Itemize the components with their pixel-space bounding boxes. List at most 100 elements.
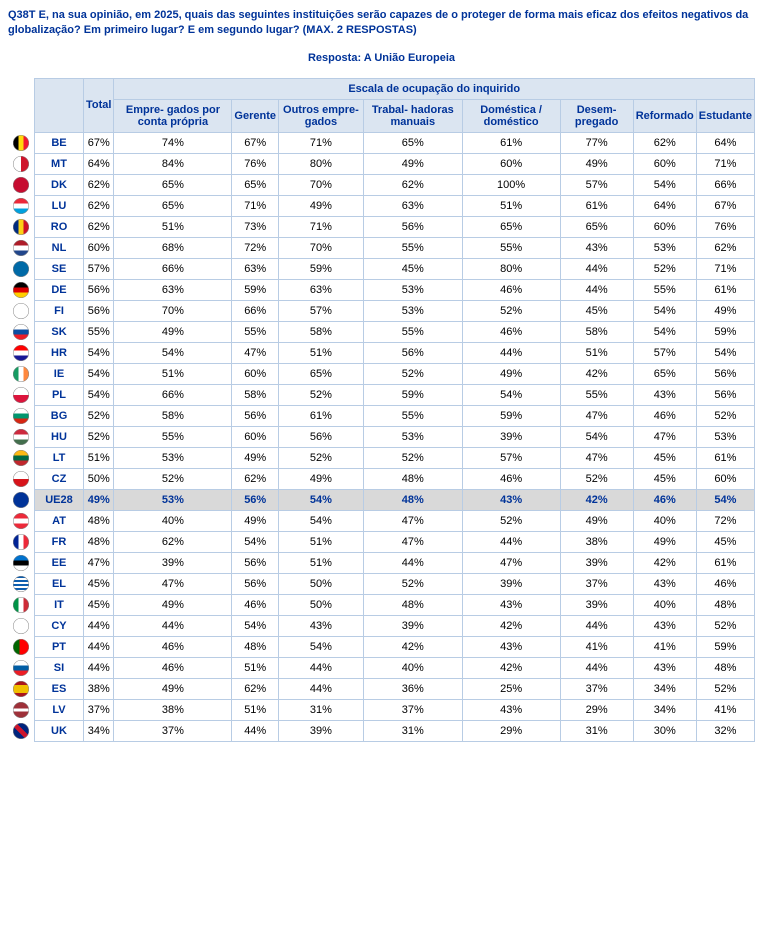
flag-cell bbox=[8, 531, 35, 552]
flag-lv-icon bbox=[13, 702, 29, 718]
value-cell: 45% bbox=[633, 447, 696, 468]
value-cell: 49% bbox=[114, 594, 232, 615]
value-cell: 48% bbox=[84, 510, 114, 531]
flag-cell bbox=[8, 678, 35, 699]
value-cell: 62% bbox=[114, 531, 232, 552]
value-cell: 34% bbox=[84, 720, 114, 741]
value-cell: 49% bbox=[84, 489, 114, 510]
flag-cell bbox=[8, 300, 35, 321]
value-cell: 51% bbox=[232, 699, 279, 720]
data-table: Total Escala de ocupação do inquirido Em… bbox=[8, 78, 755, 742]
table-row: EE47%39%56%51%44%47%39%42%61% bbox=[8, 552, 755, 573]
value-cell: 51% bbox=[114, 216, 232, 237]
table-row: PL54%66%58%52%59%54%55%43%56% bbox=[8, 384, 755, 405]
table-row: CY44%44%54%43%39%42%44%43%52% bbox=[8, 615, 755, 636]
value-cell: 40% bbox=[114, 510, 232, 531]
value-cell: 40% bbox=[633, 594, 696, 615]
value-cell: 66% bbox=[232, 300, 279, 321]
flag-at-icon bbox=[13, 513, 29, 529]
col-h3: Outros empre- gados bbox=[279, 99, 364, 132]
value-cell: 46% bbox=[232, 594, 279, 615]
value-cell: 60% bbox=[84, 237, 114, 258]
value-cell: 43% bbox=[462, 489, 560, 510]
value-cell: 46% bbox=[114, 657, 232, 678]
table-row: MT64%84%76%80%49%60%49%60%71% bbox=[8, 153, 755, 174]
value-cell: 56% bbox=[232, 405, 279, 426]
value-cell: 72% bbox=[696, 510, 754, 531]
value-cell: 65% bbox=[279, 363, 364, 384]
country-code: BE bbox=[35, 132, 84, 153]
flag-cell bbox=[8, 594, 35, 615]
corner-blank bbox=[8, 78, 35, 99]
value-cell: 37% bbox=[560, 573, 633, 594]
value-cell: 43% bbox=[633, 573, 696, 594]
value-cell: 41% bbox=[633, 636, 696, 657]
flag-cell bbox=[8, 426, 35, 447]
country-code: AT bbox=[35, 510, 84, 531]
value-cell: 51% bbox=[462, 195, 560, 216]
table-row: CZ50%52%62%49%48%46%52%45%60% bbox=[8, 468, 755, 489]
value-cell: 52% bbox=[363, 573, 462, 594]
value-cell: 54% bbox=[84, 363, 114, 384]
value-cell: 57% bbox=[560, 174, 633, 195]
value-cell: 65% bbox=[232, 174, 279, 195]
value-cell: 55% bbox=[114, 426, 232, 447]
value-cell: 47% bbox=[84, 552, 114, 573]
value-cell: 55% bbox=[363, 237, 462, 258]
value-cell: 46% bbox=[633, 405, 696, 426]
value-cell: 47% bbox=[633, 426, 696, 447]
value-cell: 80% bbox=[462, 258, 560, 279]
value-cell: 41% bbox=[696, 699, 754, 720]
flag-cell bbox=[8, 636, 35, 657]
value-cell: 58% bbox=[232, 384, 279, 405]
value-cell: 38% bbox=[560, 531, 633, 552]
value-cell: 56% bbox=[232, 489, 279, 510]
flag-cell bbox=[8, 132, 35, 153]
country-code: HU bbox=[35, 426, 84, 447]
value-cell: 62% bbox=[84, 216, 114, 237]
flag-cell bbox=[8, 552, 35, 573]
value-cell: 32% bbox=[696, 720, 754, 741]
value-cell: 64% bbox=[84, 153, 114, 174]
value-cell: 45% bbox=[84, 594, 114, 615]
value-cell: 55% bbox=[462, 237, 560, 258]
value-cell: 42% bbox=[560, 363, 633, 384]
value-cell: 56% bbox=[84, 279, 114, 300]
col-h8: Estudante bbox=[696, 99, 754, 132]
value-cell: 41% bbox=[560, 636, 633, 657]
value-cell: 53% bbox=[363, 300, 462, 321]
country-code: SE bbox=[35, 258, 84, 279]
table-row: PT44%46%48%54%42%43%41%41%59% bbox=[8, 636, 755, 657]
value-cell: 39% bbox=[560, 594, 633, 615]
value-cell: 43% bbox=[633, 384, 696, 405]
value-cell: 56% bbox=[363, 216, 462, 237]
value-cell: 49% bbox=[560, 153, 633, 174]
value-cell: 64% bbox=[696, 132, 754, 153]
value-cell: 45% bbox=[560, 300, 633, 321]
value-cell: 42% bbox=[560, 489, 633, 510]
flag-sk-icon bbox=[13, 324, 29, 340]
country-code: DK bbox=[35, 174, 84, 195]
country-code: IE bbox=[35, 363, 84, 384]
value-cell: 31% bbox=[363, 720, 462, 741]
flag-dk-icon bbox=[13, 177, 29, 193]
flag-cell bbox=[8, 321, 35, 342]
value-cell: 47% bbox=[462, 552, 560, 573]
flag-cell bbox=[8, 489, 35, 510]
flag-si-icon bbox=[13, 660, 29, 676]
flag-ro-icon bbox=[13, 219, 29, 235]
value-cell: 54% bbox=[560, 426, 633, 447]
flag-uk-icon bbox=[13, 723, 29, 739]
value-cell: 55% bbox=[363, 405, 462, 426]
value-cell: 52% bbox=[363, 363, 462, 384]
value-cell: 55% bbox=[84, 321, 114, 342]
value-cell: 59% bbox=[363, 384, 462, 405]
country-code: UE28 bbox=[35, 489, 84, 510]
table-row: FI56%70%66%57%53%52%45%54%49% bbox=[8, 300, 755, 321]
value-cell: 72% bbox=[232, 237, 279, 258]
value-cell: 65% bbox=[462, 216, 560, 237]
value-cell: 60% bbox=[633, 216, 696, 237]
value-cell: 44% bbox=[114, 615, 232, 636]
value-cell: 60% bbox=[696, 468, 754, 489]
value-cell: 56% bbox=[696, 363, 754, 384]
